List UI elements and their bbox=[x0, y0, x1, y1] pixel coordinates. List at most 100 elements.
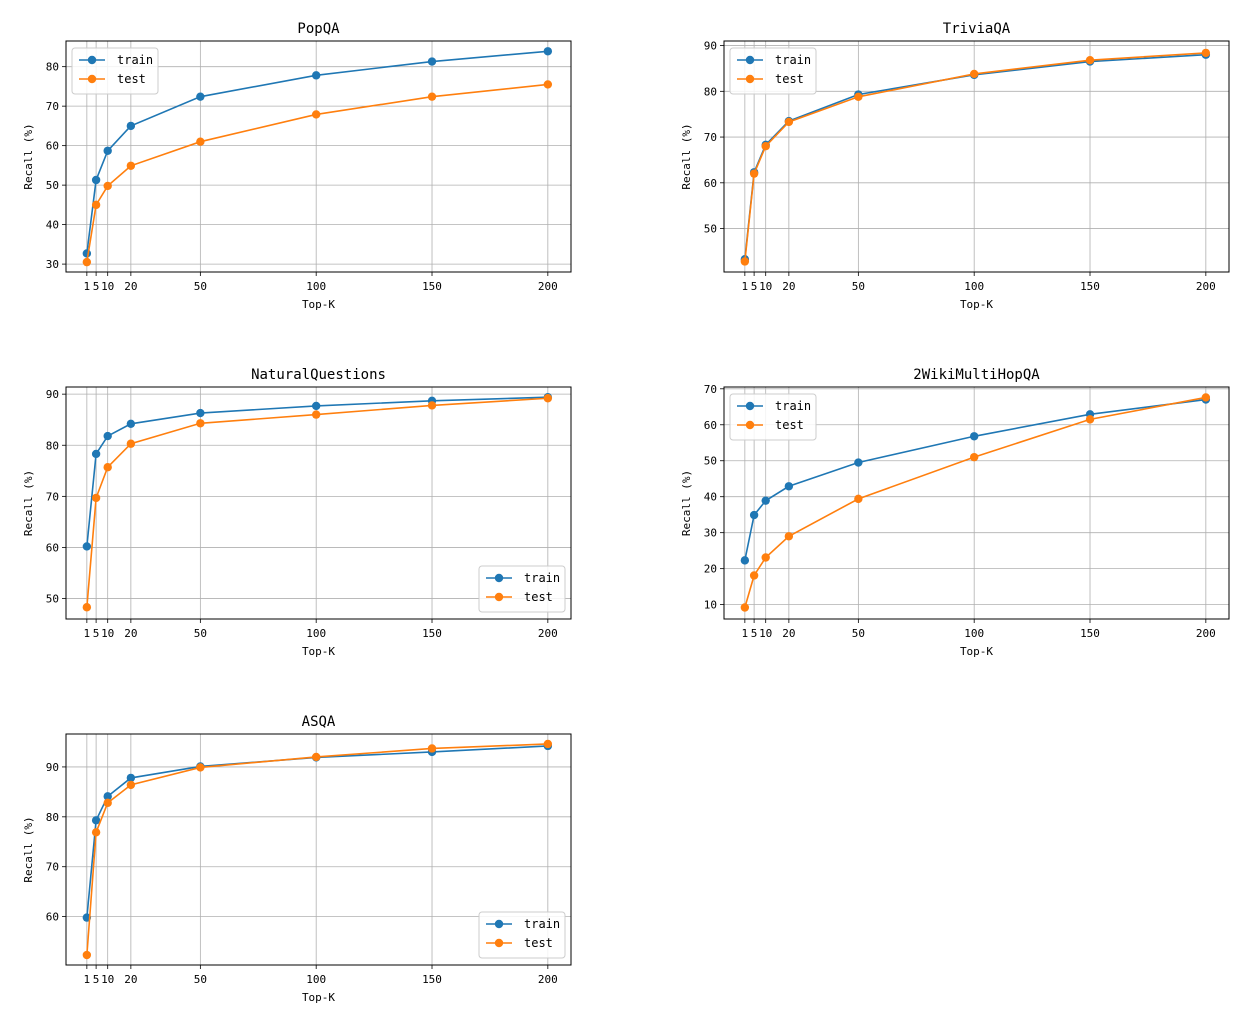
chart-title: NaturalQuestions bbox=[251, 367, 386, 383]
y-axis-label: Recall (%) bbox=[22, 816, 35, 882]
x-axis-label: Top-K bbox=[960, 645, 993, 658]
data-point-train bbox=[103, 431, 112, 441]
data-point-test bbox=[969, 452, 979, 462]
data-point-test bbox=[749, 169, 759, 178]
data-point-train bbox=[126, 419, 136, 428]
x-tick-label: 20 bbox=[782, 627, 795, 640]
data-point-train bbox=[196, 408, 205, 418]
x-axis-label: Top-K bbox=[302, 645, 335, 658]
y-tick-label: 60 bbox=[46, 541, 59, 554]
data-point-test bbox=[761, 142, 770, 151]
x-tick-label: 10 bbox=[759, 627, 772, 640]
data-point-test bbox=[91, 200, 101, 210]
data-point-train bbox=[82, 542, 92, 551]
x-tick-label: 150 bbox=[422, 627, 442, 640]
legend-marker-test bbox=[745, 420, 755, 430]
x-tick-label: 200 bbox=[1196, 627, 1216, 640]
x-tick-label: 5 bbox=[93, 973, 100, 986]
data-point-test bbox=[126, 780, 136, 790]
y-tick-label: 40 bbox=[704, 491, 717, 504]
data-point-test bbox=[740, 603, 750, 612]
x-tick-label: 200 bbox=[538, 973, 558, 986]
y-tick-label: 80 bbox=[46, 811, 59, 824]
x-axis-label: Top-K bbox=[302, 991, 335, 1004]
y-tick-label: 20 bbox=[704, 563, 717, 576]
y-axis-label: Recall (%) bbox=[22, 470, 35, 536]
x-tick-label: 100 bbox=[306, 280, 326, 293]
x-tick-label: 150 bbox=[422, 973, 442, 986]
y-tick-label: 80 bbox=[46, 61, 59, 74]
legend-marker-test bbox=[745, 74, 755, 84]
axes-frame bbox=[65, 40, 572, 273]
x-tick-label: 100 bbox=[964, 280, 984, 293]
data-point-train bbox=[749, 510, 759, 520]
legend-marker-test bbox=[494, 592, 504, 602]
x-tick-label: 10 bbox=[759, 280, 772, 293]
data-point-test bbox=[311, 110, 321, 119]
chart-title: ASQA bbox=[302, 714, 336, 730]
data-point-train bbox=[103, 146, 112, 155]
x-tick-label: 50 bbox=[852, 280, 865, 293]
data-point-test bbox=[103, 798, 112, 808]
x-tick-label: 200 bbox=[538, 627, 558, 640]
data-point-test bbox=[969, 69, 979, 79]
x-tick-label: 20 bbox=[124, 280, 137, 293]
data-point-train bbox=[91, 175, 101, 185]
data-point-test bbox=[784, 117, 794, 127]
subplot-triviaqa: 1 5 10 20 50 100 150 200 50 60 70 80 90 TriviaQA Top-K… bbox=[680, 21, 1230, 311]
legend-marker-train bbox=[87, 55, 97, 65]
x-tick-label: 50 bbox=[194, 973, 207, 986]
series-line-train bbox=[86, 50, 548, 254]
x-tick-label: 150 bbox=[422, 280, 442, 293]
data-point-test bbox=[82, 950, 92, 960]
subplot-asqa: 1 5 10 20 50 100 150 200 60 70 80 90 ASQA Top-K Recall… bbox=[22, 714, 572, 1004]
x-tick-label: 200 bbox=[1196, 280, 1216, 293]
legend-label-test: test bbox=[117, 72, 146, 86]
x-tick-label: 1 bbox=[742, 280, 749, 293]
x-tick-label: 1 bbox=[742, 627, 749, 640]
data-point-test bbox=[749, 571, 759, 580]
y-tick-label: 70 bbox=[704, 131, 717, 144]
y-tick-label: 30 bbox=[704, 527, 717, 540]
data-point-test bbox=[427, 744, 437, 753]
y-tick-label: 90 bbox=[46, 761, 59, 774]
y-tick-label: 70 bbox=[46, 861, 59, 874]
data-point-test bbox=[311, 752, 321, 762]
y-tick-label: 70 bbox=[46, 490, 59, 503]
x-tick-label: 20 bbox=[124, 973, 137, 986]
data-point-test bbox=[427, 401, 437, 410]
y-tick-label: 60 bbox=[46, 140, 59, 153]
legend-marker-train bbox=[494, 919, 504, 929]
legend: train test bbox=[729, 47, 817, 95]
data-point-train bbox=[784, 482, 794, 491]
y-tick-label: 50 bbox=[704, 223, 717, 236]
data-point-test bbox=[784, 532, 794, 541]
y-tick-label: 30 bbox=[46, 258, 59, 271]
y-axis-label: Recall (%) bbox=[22, 123, 35, 189]
legend-label-train: train bbox=[117, 53, 153, 67]
data-point-test bbox=[761, 553, 770, 562]
x-tick-label: 150 bbox=[1080, 627, 1100, 640]
data-point-test bbox=[543, 739, 553, 749]
legend-label-train: train bbox=[775, 399, 811, 413]
legend: train test bbox=[478, 911, 566, 959]
data-point-train bbox=[311, 401, 321, 411]
legend-label-test: test bbox=[775, 72, 804, 86]
legend-label-train: train bbox=[524, 917, 560, 931]
data-point-test bbox=[740, 257, 750, 266]
legend: train test bbox=[71, 47, 159, 95]
x-tick-label: 200 bbox=[538, 280, 558, 293]
y-tick-label: 80 bbox=[46, 439, 59, 452]
legend-label-train: train bbox=[775, 53, 811, 67]
x-tick-label: 10 bbox=[101, 973, 114, 986]
data-point-train bbox=[196, 92, 205, 101]
data-point-train bbox=[103, 792, 112, 801]
data-point-test bbox=[91, 828, 101, 837]
data-point-test bbox=[103, 181, 112, 191]
data-point-test bbox=[543, 80, 553, 89]
x-axis-label: Top-K bbox=[302, 298, 335, 311]
axes-frame bbox=[65, 386, 572, 620]
data-point-train bbox=[82, 249, 92, 258]
subplot-popqa: 1 5 10 20 50 100 150 200 30 40 50 60 70 80 PopQA Top-K R… bbox=[22, 21, 572, 311]
chart-title: PopQA bbox=[297, 21, 340, 37]
